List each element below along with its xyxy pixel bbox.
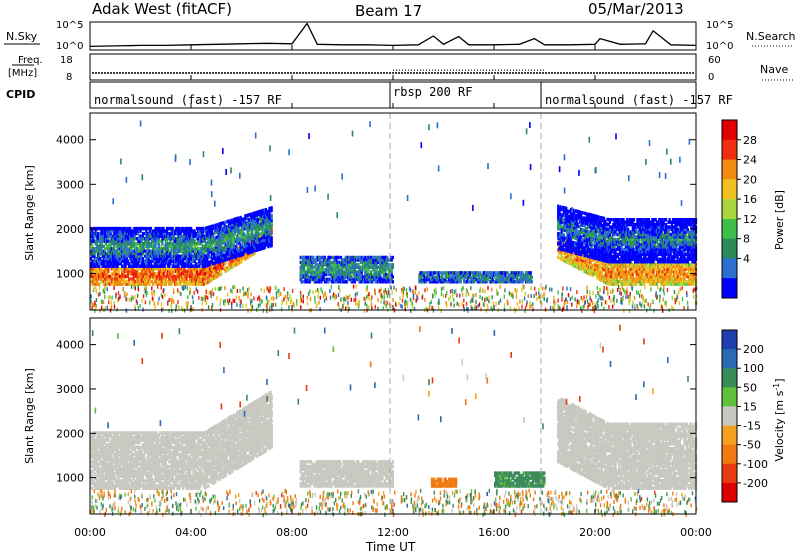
- heatmap-cell: [194, 240, 196, 243]
- station-title: Adak West (fitACF): [92, 0, 232, 18]
- nsky-panel: N.Sky 10^5 10^0 10^5 10^0 N.Search: [4, 20, 796, 52]
- heatmap-cell: [121, 265, 123, 268]
- heatmap-cell: [348, 256, 350, 259]
- heatmap-cell: [271, 214, 273, 217]
- heatmap-cell: [224, 246, 226, 249]
- heatmap-cell: [557, 256, 559, 259]
- heatmap-cell: [143, 232, 145, 235]
- heatmap-cell: [237, 249, 239, 252]
- heatmap-cell: [97, 232, 99, 235]
- nave-tick-top: 60: [708, 55, 721, 66]
- heatmap-cell: [531, 276, 533, 279]
- heatmap-cell: [319, 256, 321, 259]
- heatmap-cell: [392, 263, 394, 266]
- heatmap-cell: [271, 206, 273, 209]
- heatmap-cell: [430, 271, 432, 274]
- heatmap-cell: [211, 278, 213, 281]
- heatmap-cell: [423, 271, 425, 274]
- heatmap-cell: [338, 256, 340, 259]
- heatmap-cell: [392, 275, 394, 278]
- cpid-segment-1: normalsound (fast) -157 RF: [94, 93, 282, 107]
- heatmap-cell: [469, 271, 471, 274]
- heatmap-cell: [98, 282, 100, 285]
- freq-unit: [MHz]: [8, 68, 37, 79]
- heatmap-cell: [392, 256, 394, 259]
- heatmap-cell: [228, 257, 230, 260]
- heatmap-cell: [119, 227, 121, 230]
- cpid-label: CPID: [6, 88, 35, 101]
- heatmap-cell: [392, 280, 394, 283]
- heatmap-cell: [330, 256, 332, 259]
- heatmap-cell: [209, 256, 211, 259]
- heatmap-cell: [581, 238, 583, 241]
- heatmap-cell: [464, 271, 466, 274]
- beam-title: Beam 17: [355, 2, 422, 20]
- heatmap-cell: [530, 271, 532, 274]
- freq-tick-top: 18: [60, 55, 73, 66]
- heatmap-cell: [271, 236, 273, 239]
- heatmap-cell: [563, 248, 565, 251]
- heatmap-cell: [179, 227, 181, 230]
- heatmap-cell: [617, 280, 619, 283]
- heatmap-cell: [331, 261, 333, 264]
- heatmap-cell: [441, 271, 443, 274]
- heatmap-cell: [680, 277, 682, 280]
- heatmap-cell: [494, 271, 496, 274]
- heatmap-cell: [228, 262, 230, 265]
- cpid-panel: CPID normalsound (fast) -157 RF rbsp 200…: [6, 82, 733, 108]
- heatmap-cell: [439, 271, 441, 274]
- date-title: 05/Mar/2013: [588, 0, 684, 18]
- heatmap-cell: [271, 231, 273, 234]
- heatmap-cell: [204, 272, 206, 275]
- heatmap-cell: [212, 224, 214, 227]
- heatmap-cell: [468, 280, 470, 283]
- heatmap-cell: [377, 266, 379, 269]
- freq-label: Freq.: [18, 55, 43, 66]
- heatmap-cell: [108, 282, 110, 285]
- freq-panel: Freq. [MHz] 18 8 60 0 Nave: [8, 54, 794, 83]
- heatmap-cell: [253, 249, 255, 252]
- nsky-tick-bottom: 10^0: [56, 41, 83, 52]
- heatmap-cell: [302, 280, 304, 283]
- nave-tick-bottom: 0: [708, 72, 714, 83]
- heatmap-cell: [504, 271, 506, 274]
- heatmap-cell: [145, 227, 147, 230]
- cpid-segment-2: rbsp 200 RF: [393, 85, 472, 99]
- heatmap-cell: [686, 280, 688, 283]
- nsearch-tick-top: 10^5: [706, 20, 733, 31]
- nsky-series-line: [90, 24, 696, 47]
- freq-tick-bottom: 8: [66, 72, 72, 83]
- heatmap-cell: [370, 270, 372, 273]
- nave-label: Nave: [760, 63, 788, 76]
- heatmap-cell: [217, 274, 219, 277]
- heatmap-cell: [134, 280, 136, 283]
- heatmap-cell: [592, 243, 594, 246]
- heatmap-cell: [192, 265, 194, 268]
- heatmap-cell: [128, 277, 130, 280]
- nsearch-tick-bottom: 10^0: [706, 41, 733, 52]
- heatmap-cell: [260, 232, 262, 235]
- heatmap-cell: [531, 280, 533, 283]
- heatmap-cell: [225, 262, 227, 265]
- heatmap-cell: [563, 233, 565, 236]
- heatmap-cell: [581, 211, 583, 214]
- nsky-tick-top: 10^5: [56, 20, 83, 31]
- nsearch-label: N.Search: [746, 30, 796, 43]
- heatmap-cell: [675, 270, 677, 273]
- heatmap-cell: [152, 282, 154, 285]
- heatmap-cell: [229, 232, 231, 235]
- heatmap-cell: [99, 257, 101, 260]
- cpid-segment-3: normalsound (fast) -157 RF: [545, 93, 733, 107]
- heatmap-cell: [126, 280, 128, 283]
- nsky-label: N.Sky: [6, 30, 38, 43]
- heatmap-cell: [220, 270, 222, 273]
